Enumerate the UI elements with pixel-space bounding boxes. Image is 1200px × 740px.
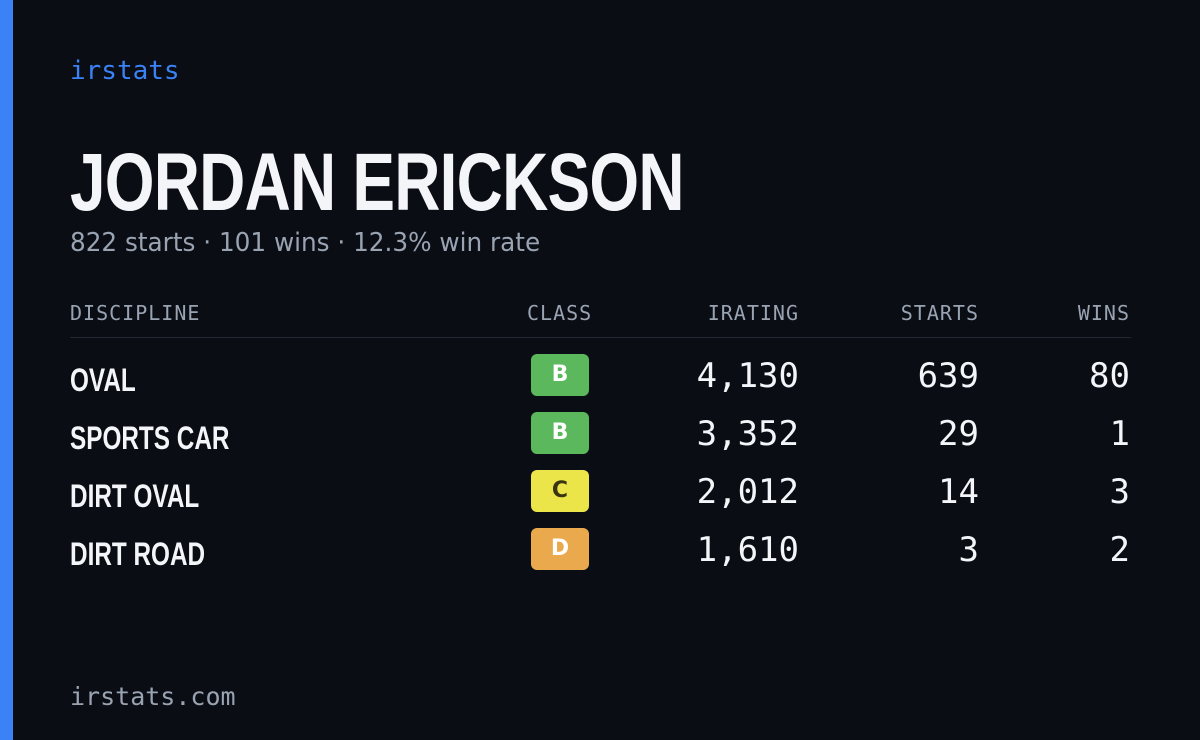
header-starts: STARTS	[900, 301, 979, 325]
irating-cell: 4,130	[696, 356, 799, 396]
footer-url[interactable]: irstats.com	[70, 682, 236, 711]
discipline-cell: SPORTS CAR	[70, 420, 230, 456]
driver-summary: 822 starts · 101 wins · 12.3% win rate	[70, 228, 541, 258]
class-badge: D	[531, 528, 589, 570]
irating-cell: 3,352	[696, 414, 799, 454]
starts-cell: 29	[938, 414, 979, 454]
header-class: CLASS	[527, 301, 593, 325]
discipline-cell: DIRT ROAD	[70, 536, 206, 572]
header-discipline: DISCIPLINE	[70, 301, 201, 325]
class-badge: C	[531, 470, 589, 512]
stats-table: DISCIPLINE CLASS IRATING STARTS WINS OVA…	[70, 300, 1131, 572]
wins-cell: 1	[1109, 414, 1130, 454]
header-irating: IRATING	[707, 301, 799, 325]
brand-logo: irstats	[70, 56, 180, 86]
discipline-cell: OVAL	[70, 362, 136, 398]
table-row: DIRT OVAL C 2,012 14 3	[70, 468, 1131, 526]
class-badge: B	[531, 354, 589, 396]
irating-cell: 2,012	[696, 472, 799, 512]
table-row: DIRT ROAD D 1,610 3 2	[70, 526, 1131, 584]
discipline-cell: DIRT OVAL	[70, 478, 200, 514]
table-body: OVAL B 4,130 639 80 SPORTS CAR B 3,352 2…	[70, 352, 1131, 584]
class-badge: B	[531, 412, 589, 454]
wins-cell: 80	[1089, 356, 1130, 396]
accent-bar	[0, 0, 13, 740]
table-row: OVAL B 4,130 639 80	[70, 352, 1131, 410]
header-wins: WINS	[1077, 301, 1130, 325]
starts-cell: 3	[958, 530, 979, 570]
starts-cell: 14	[938, 472, 979, 512]
table-header: DISCIPLINE CLASS IRATING STARTS WINS	[70, 300, 1131, 338]
wins-cell: 2	[1109, 530, 1130, 570]
driver-name: JORDAN ERICKSON	[70, 137, 685, 228]
wins-cell: 3	[1109, 472, 1130, 512]
starts-cell: 639	[917, 356, 979, 396]
irating-cell: 1,610	[696, 530, 799, 570]
table-row: SPORTS CAR B 3,352 29 1	[70, 410, 1131, 468]
